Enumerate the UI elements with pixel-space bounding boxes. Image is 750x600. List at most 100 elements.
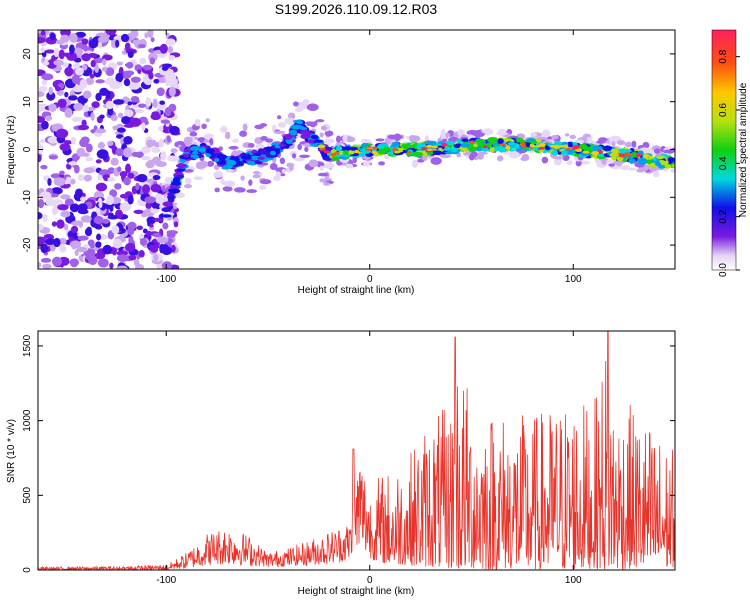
spectral-blob: [59, 244, 67, 253]
spectral-blob: [69, 240, 82, 249]
spectral-blob: [153, 78, 160, 84]
snr-xtick-label: 100: [565, 575, 582, 586]
spectral-blob: [152, 174, 161, 181]
spectral-blob: [69, 203, 80, 213]
spectral-blob: [46, 91, 56, 101]
spectral-blob: [123, 176, 131, 186]
spectral-blob: [294, 107, 304, 112]
spectral-blob: [248, 179, 253, 186]
spectral-blob: [249, 155, 261, 161]
spectral-blob: [591, 151, 599, 156]
spectral-blob: [98, 201, 103, 209]
spectral-blob: [450, 147, 458, 153]
spectral-blob: [659, 160, 665, 163]
spectral-blob: [161, 246, 173, 256]
spectral-blob: [655, 155, 665, 159]
spectral-blob: [497, 138, 504, 145]
spectral-blob: [153, 254, 159, 262]
spectral-blob: [473, 143, 478, 148]
spectral-blob: [343, 146, 352, 150]
spectral-blob: [105, 30, 117, 36]
spectral-blob: [205, 148, 215, 154]
snr-ytick-label: 500: [22, 487, 33, 504]
spectral-blob: [72, 220, 83, 226]
spectral-blob: [190, 146, 200, 151]
spectral-blob: [131, 104, 140, 109]
spectral-blob: [118, 112, 124, 119]
colorbar-tick-label: 0.8: [718, 49, 729, 63]
spectral-blob: [53, 47, 60, 58]
spectral-blob: [561, 149, 568, 156]
spectral-blob: [99, 114, 105, 119]
spectral-blob: [293, 101, 299, 107]
spectral-blob: [152, 232, 162, 238]
spectral-blob: [41, 73, 54, 81]
spectral-blob: [44, 238, 56, 245]
spectral-blob: [372, 146, 378, 150]
spectral-blob: [323, 150, 331, 154]
spectrogram-xtick-label: -100: [156, 274, 176, 285]
spectral-blob: [38, 37, 46, 44]
colorbar-ticks: 0.0 0.2 0.4 0.6 0.8: [718, 49, 740, 277]
spectral-blob: [55, 128, 68, 139]
spectral-blob: [124, 242, 136, 252]
spectral-blob: [411, 143, 419, 150]
spectral-blob: [59, 170, 65, 175]
spectral-blob: [564, 147, 572, 151]
spectral-blob: [508, 151, 520, 159]
spectral-blob: [45, 115, 53, 121]
spectral-blob: [169, 185, 178, 189]
spectral-blob: [126, 61, 134, 69]
spectral-blob: [95, 241, 102, 248]
spectral-blob: [38, 198, 45, 209]
spectral-blob: [105, 100, 114, 110]
spectral-blob: [326, 138, 335, 144]
spectral-blob: [64, 91, 69, 98]
spectral-blob: [652, 170, 660, 178]
spectral-blob: [55, 86, 61, 92]
spectral-blob: [193, 176, 204, 181]
spectral-blob: [101, 66, 108, 72]
spectral-blob: [50, 173, 62, 179]
spectral-blob: [578, 143, 588, 150]
spectral-blob: [582, 150, 590, 154]
spectral-blob: [575, 148, 583, 153]
spectral-blob: [218, 159, 227, 166]
spectral-blob: [541, 129, 551, 138]
spectral-blob: [123, 136, 133, 145]
spectral-blob: [139, 233, 145, 240]
spectral-blob: [214, 187, 220, 193]
spectral-blob: [81, 53, 91, 62]
spectral-blob: [425, 144, 433, 148]
spectral-blob: [175, 163, 187, 169]
spectral-blob: [96, 233, 102, 241]
spectral-blob: [127, 221, 137, 230]
spectral-blob: [277, 115, 282, 120]
spectral-blob: [322, 163, 335, 169]
spectral-blob: [460, 143, 470, 148]
spectral-blob: [144, 32, 149, 39]
spectral-blob: [320, 125, 328, 131]
spectral-blob: [625, 141, 633, 148]
spectral-blob: [116, 265, 128, 269]
spectral-blob: [438, 147, 443, 151]
spectral-blob: [208, 137, 214, 146]
spectral-blob: [156, 236, 169, 244]
spectral-blob: [520, 157, 527, 161]
spectral-blob: [293, 157, 305, 162]
spectral-blob: [176, 168, 182, 173]
spectral-blob: [57, 204, 69, 211]
spectral-blob: [224, 131, 231, 140]
spectral-blob: [93, 215, 104, 225]
spectral-blob: [552, 156, 565, 160]
spectral-blob: [48, 155, 58, 160]
spectral-blob: [242, 123, 248, 132]
spectral-blob: [258, 150, 270, 155]
spectral-blob: [421, 146, 427, 150]
spectral-blob: [183, 184, 193, 189]
spectral-blob: [240, 155, 252, 160]
spectral-blob: [319, 148, 326, 151]
spectral-blob: [175, 192, 186, 199]
